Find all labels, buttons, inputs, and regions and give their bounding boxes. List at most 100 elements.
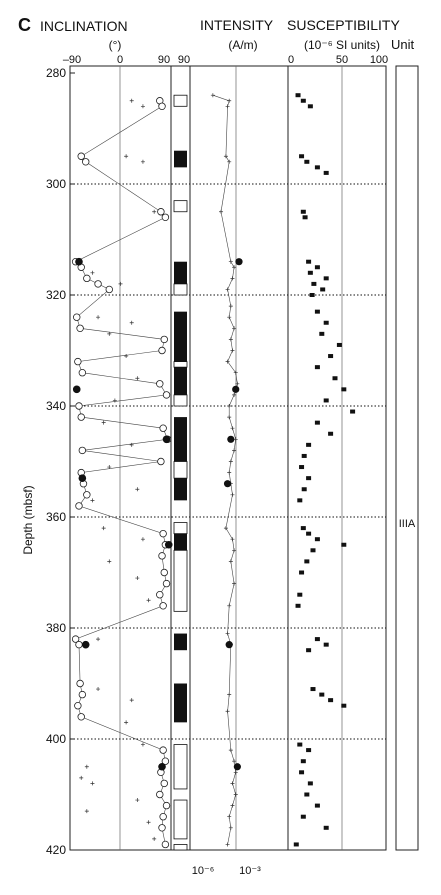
- intensity-cross-point: [228, 459, 233, 464]
- susceptibility-point: [306, 648, 312, 653]
- polarity-normal-interval: [174, 633, 187, 651]
- inclination-cross-point: [107, 559, 112, 564]
- polarity-normal-interval: [174, 533, 187, 551]
- inclination-cross-point: [101, 526, 106, 531]
- depth-tick-label: 340: [46, 399, 66, 413]
- inclination-cross-point: [124, 354, 129, 359]
- intensity-cross-point: [227, 98, 232, 103]
- susceptibility-point: [295, 603, 301, 608]
- inclination-open-circle: [76, 679, 84, 688]
- intensity-cross-point: [223, 154, 228, 159]
- inclination-open-circle: [74, 702, 82, 710]
- polarity-normal-interval: [174, 367, 187, 395]
- susceptibility-point: [304, 792, 310, 797]
- susceptibility-point: [307, 781, 313, 786]
- intensity-filled-circle: [235, 258, 243, 266]
- inclination-open-circle: [159, 602, 167, 610]
- inclination-open-circle: [157, 457, 165, 466]
- susceptibility-point: [300, 759, 306, 764]
- intensity-cross-point: [225, 842, 230, 847]
- susceptibility-point: [306, 531, 312, 536]
- intensity-tick-1e-6: 10⁻⁶: [192, 865, 215, 877]
- susceptibility-point: [314, 637, 320, 642]
- intensity-cross-point: [225, 631, 230, 636]
- polarity-normal-interval: [174, 683, 187, 723]
- susceptibility-point: [301, 453, 307, 458]
- inclination-open-circle: [160, 779, 168, 788]
- intensity-cross-point: [225, 104, 230, 109]
- inclination-tick-zero: 0: [117, 54, 123, 66]
- inclination-open-circle: [161, 213, 170, 221]
- susceptibility-point: [297, 742, 303, 747]
- susceptibility-point: [307, 270, 313, 275]
- depth-tick-label: 280: [46, 66, 66, 80]
- inclination-cross-point: [124, 720, 129, 725]
- susceptibility-point: [323, 398, 329, 403]
- polarity-normal-interval: [174, 311, 187, 362]
- intensity-tick-1e-3: 10⁻³: [239, 865, 261, 877]
- intensity-cross-point: [232, 581, 237, 586]
- susceptibility-point: [314, 803, 320, 808]
- inclination-cross-point: [140, 104, 145, 109]
- intensity-cross-point: [230, 492, 235, 497]
- susceptibility-point: [323, 825, 329, 830]
- inclination-tick-min: –90: [63, 54, 81, 66]
- inclination-open-circle: [77, 413, 85, 421]
- susceptibility-point: [336, 342, 342, 347]
- susceptibility-point: [299, 465, 305, 470]
- inclination-cross-point: [152, 836, 157, 841]
- intensity-cross-point: [232, 265, 237, 270]
- polarity-reversed-interval: [173, 549, 188, 612]
- intensity-cross-point: [227, 159, 232, 164]
- susceptibility-point: [301, 487, 307, 492]
- unit-label-iiia: IIIA: [399, 518, 416, 530]
- susceptibility-point: [300, 526, 306, 531]
- inclination-filled-circle: [164, 540, 173, 549]
- susceptibility-point: [306, 748, 312, 753]
- susceptibility-point: [304, 559, 310, 564]
- intensity-cross-point: [225, 287, 230, 292]
- susceptibility-point: [314, 309, 320, 314]
- intensity-cross-point: [232, 392, 237, 397]
- inclination-open-circle: [159, 746, 167, 754]
- susceptibility-point: [323, 320, 329, 325]
- susceptibility-point: [293, 842, 299, 847]
- susceptibility-point: [341, 703, 347, 708]
- susceptibility-tick-0: 0: [288, 54, 294, 66]
- susceptibility-title: SUSCEPTIBILITY: [287, 17, 400, 33]
- inclination-open-circle: [156, 380, 164, 388]
- inclination-cross-point: [146, 820, 151, 825]
- susceptibility-point: [297, 592, 303, 597]
- inclination-open-circle: [158, 102, 166, 110]
- inclination-cross-point: [107, 331, 112, 336]
- inclination-open-circle: [75, 640, 83, 649]
- susceptibility-point: [310, 687, 316, 692]
- susceptibility-point: [323, 642, 329, 647]
- intensity-cross-point: [230, 348, 235, 353]
- intensity-cross-point: [233, 370, 238, 375]
- susceptibility-point: [341, 387, 347, 392]
- susceptibility-point: [328, 431, 334, 436]
- polarity-reversed-interval: [173, 361, 188, 368]
- susceptibility-point: [300, 814, 306, 819]
- intensity-filled-circle: [227, 435, 235, 443]
- polarity-reversed-interval: [173, 799, 188, 840]
- inclination-cross-point: [135, 798, 140, 803]
- inclination-cross-point: [90, 498, 95, 503]
- inclination-open-circle: [94, 280, 102, 288]
- unit-column-frame: [395, 65, 419, 851]
- intensity-filled-circle: [225, 641, 233, 649]
- inclination-open-circle: [161, 840, 170, 849]
- susceptibility-point: [328, 698, 334, 703]
- inclination-open-circle: [158, 346, 166, 355]
- inclination-open-circle: [159, 813, 167, 821]
- susceptibility-point: [328, 354, 334, 359]
- polarity-reversed-interval: [173, 200, 188, 213]
- inclination-open-circle: [162, 391, 171, 399]
- inclination-tick-max: 90: [158, 54, 170, 66]
- intensity-cross-point: [228, 825, 233, 830]
- susceptibility-point: [306, 442, 312, 447]
- inclination-open-circle: [75, 402, 83, 410]
- intensity-cross-point: [233, 770, 238, 775]
- inclination-open-circle: [162, 801, 171, 810]
